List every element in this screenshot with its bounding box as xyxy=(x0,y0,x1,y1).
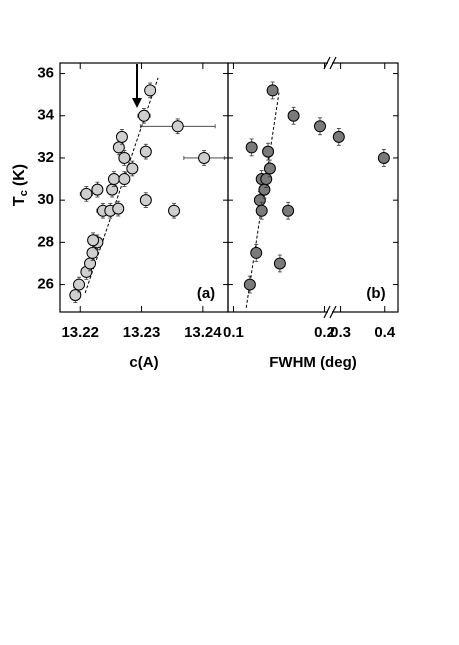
data-point xyxy=(266,84,279,97)
data-point xyxy=(377,151,390,164)
data-point xyxy=(243,278,256,291)
data-point xyxy=(106,183,119,196)
data-point xyxy=(87,234,100,247)
axis-break-gap xyxy=(328,309,332,315)
y-tick-label: 34 xyxy=(37,107,54,124)
data-point xyxy=(168,204,181,217)
plot-frame xyxy=(227,62,399,313)
y-label-unit: (K) xyxy=(11,164,28,186)
x-tick-label: 13.23 xyxy=(123,324,161,341)
data-point xyxy=(332,130,345,143)
panel-label: (a) xyxy=(197,285,215,302)
data-point xyxy=(112,141,125,154)
data-point xyxy=(255,204,268,217)
data-point xyxy=(139,145,152,158)
data-point xyxy=(273,257,286,270)
panel-label: (b) xyxy=(366,285,385,302)
data-point xyxy=(69,289,82,302)
data-point xyxy=(313,120,326,133)
axis-break-mark xyxy=(329,305,337,319)
x-tick-label: 0.1 xyxy=(223,324,244,341)
axis-break-gap xyxy=(328,60,332,66)
x-axis-label: c(A) xyxy=(129,354,158,371)
data-point xyxy=(262,145,275,158)
x-tick-label: 13.24 xyxy=(184,324,222,341)
x-tick-label: 0.3 xyxy=(330,324,351,341)
y-tick-label: 26 xyxy=(37,276,54,293)
data-point xyxy=(282,204,295,217)
axis-break-mark xyxy=(323,56,331,70)
data-point xyxy=(118,151,131,164)
data-point xyxy=(139,194,152,207)
data-point xyxy=(258,183,271,196)
axis-break-mark xyxy=(329,56,337,70)
data-point xyxy=(107,173,120,186)
data-point xyxy=(115,130,128,143)
y-tick-label: 30 xyxy=(37,191,54,208)
x-tick-label: 13.22 xyxy=(61,324,99,341)
data-point xyxy=(86,246,99,259)
fit-line xyxy=(84,77,159,294)
y-axis-label: Tc (K) xyxy=(11,164,30,206)
x-tick-label: 0.2 xyxy=(314,324,335,341)
data-point xyxy=(138,109,150,122)
x-tick-label: 0.4 xyxy=(374,324,396,341)
data-point xyxy=(245,141,258,154)
data-point xyxy=(144,84,157,97)
y-tick-label: 36 xyxy=(37,65,54,82)
data-point xyxy=(80,187,93,200)
data-point xyxy=(250,246,263,259)
y-label-main: T xyxy=(11,196,28,206)
y-tick-label: 32 xyxy=(37,149,54,166)
fit-line xyxy=(245,92,280,308)
y-label-sub: c xyxy=(18,190,30,196)
data-point xyxy=(91,183,104,196)
data-point xyxy=(198,151,211,164)
data-point xyxy=(287,109,300,122)
data-point xyxy=(260,173,273,186)
data-point xyxy=(84,257,97,270)
data-point xyxy=(253,194,266,207)
axis-break-mark xyxy=(323,305,331,319)
data-point xyxy=(263,162,276,175)
data-point xyxy=(118,173,131,186)
x-axis-label: FWHM (deg) xyxy=(269,354,356,371)
data-point xyxy=(73,278,86,291)
arrow-head xyxy=(132,98,142,108)
data-point xyxy=(126,162,139,175)
y-tick-label: 28 xyxy=(37,233,54,250)
data-point xyxy=(171,120,184,133)
data-point xyxy=(112,202,125,215)
